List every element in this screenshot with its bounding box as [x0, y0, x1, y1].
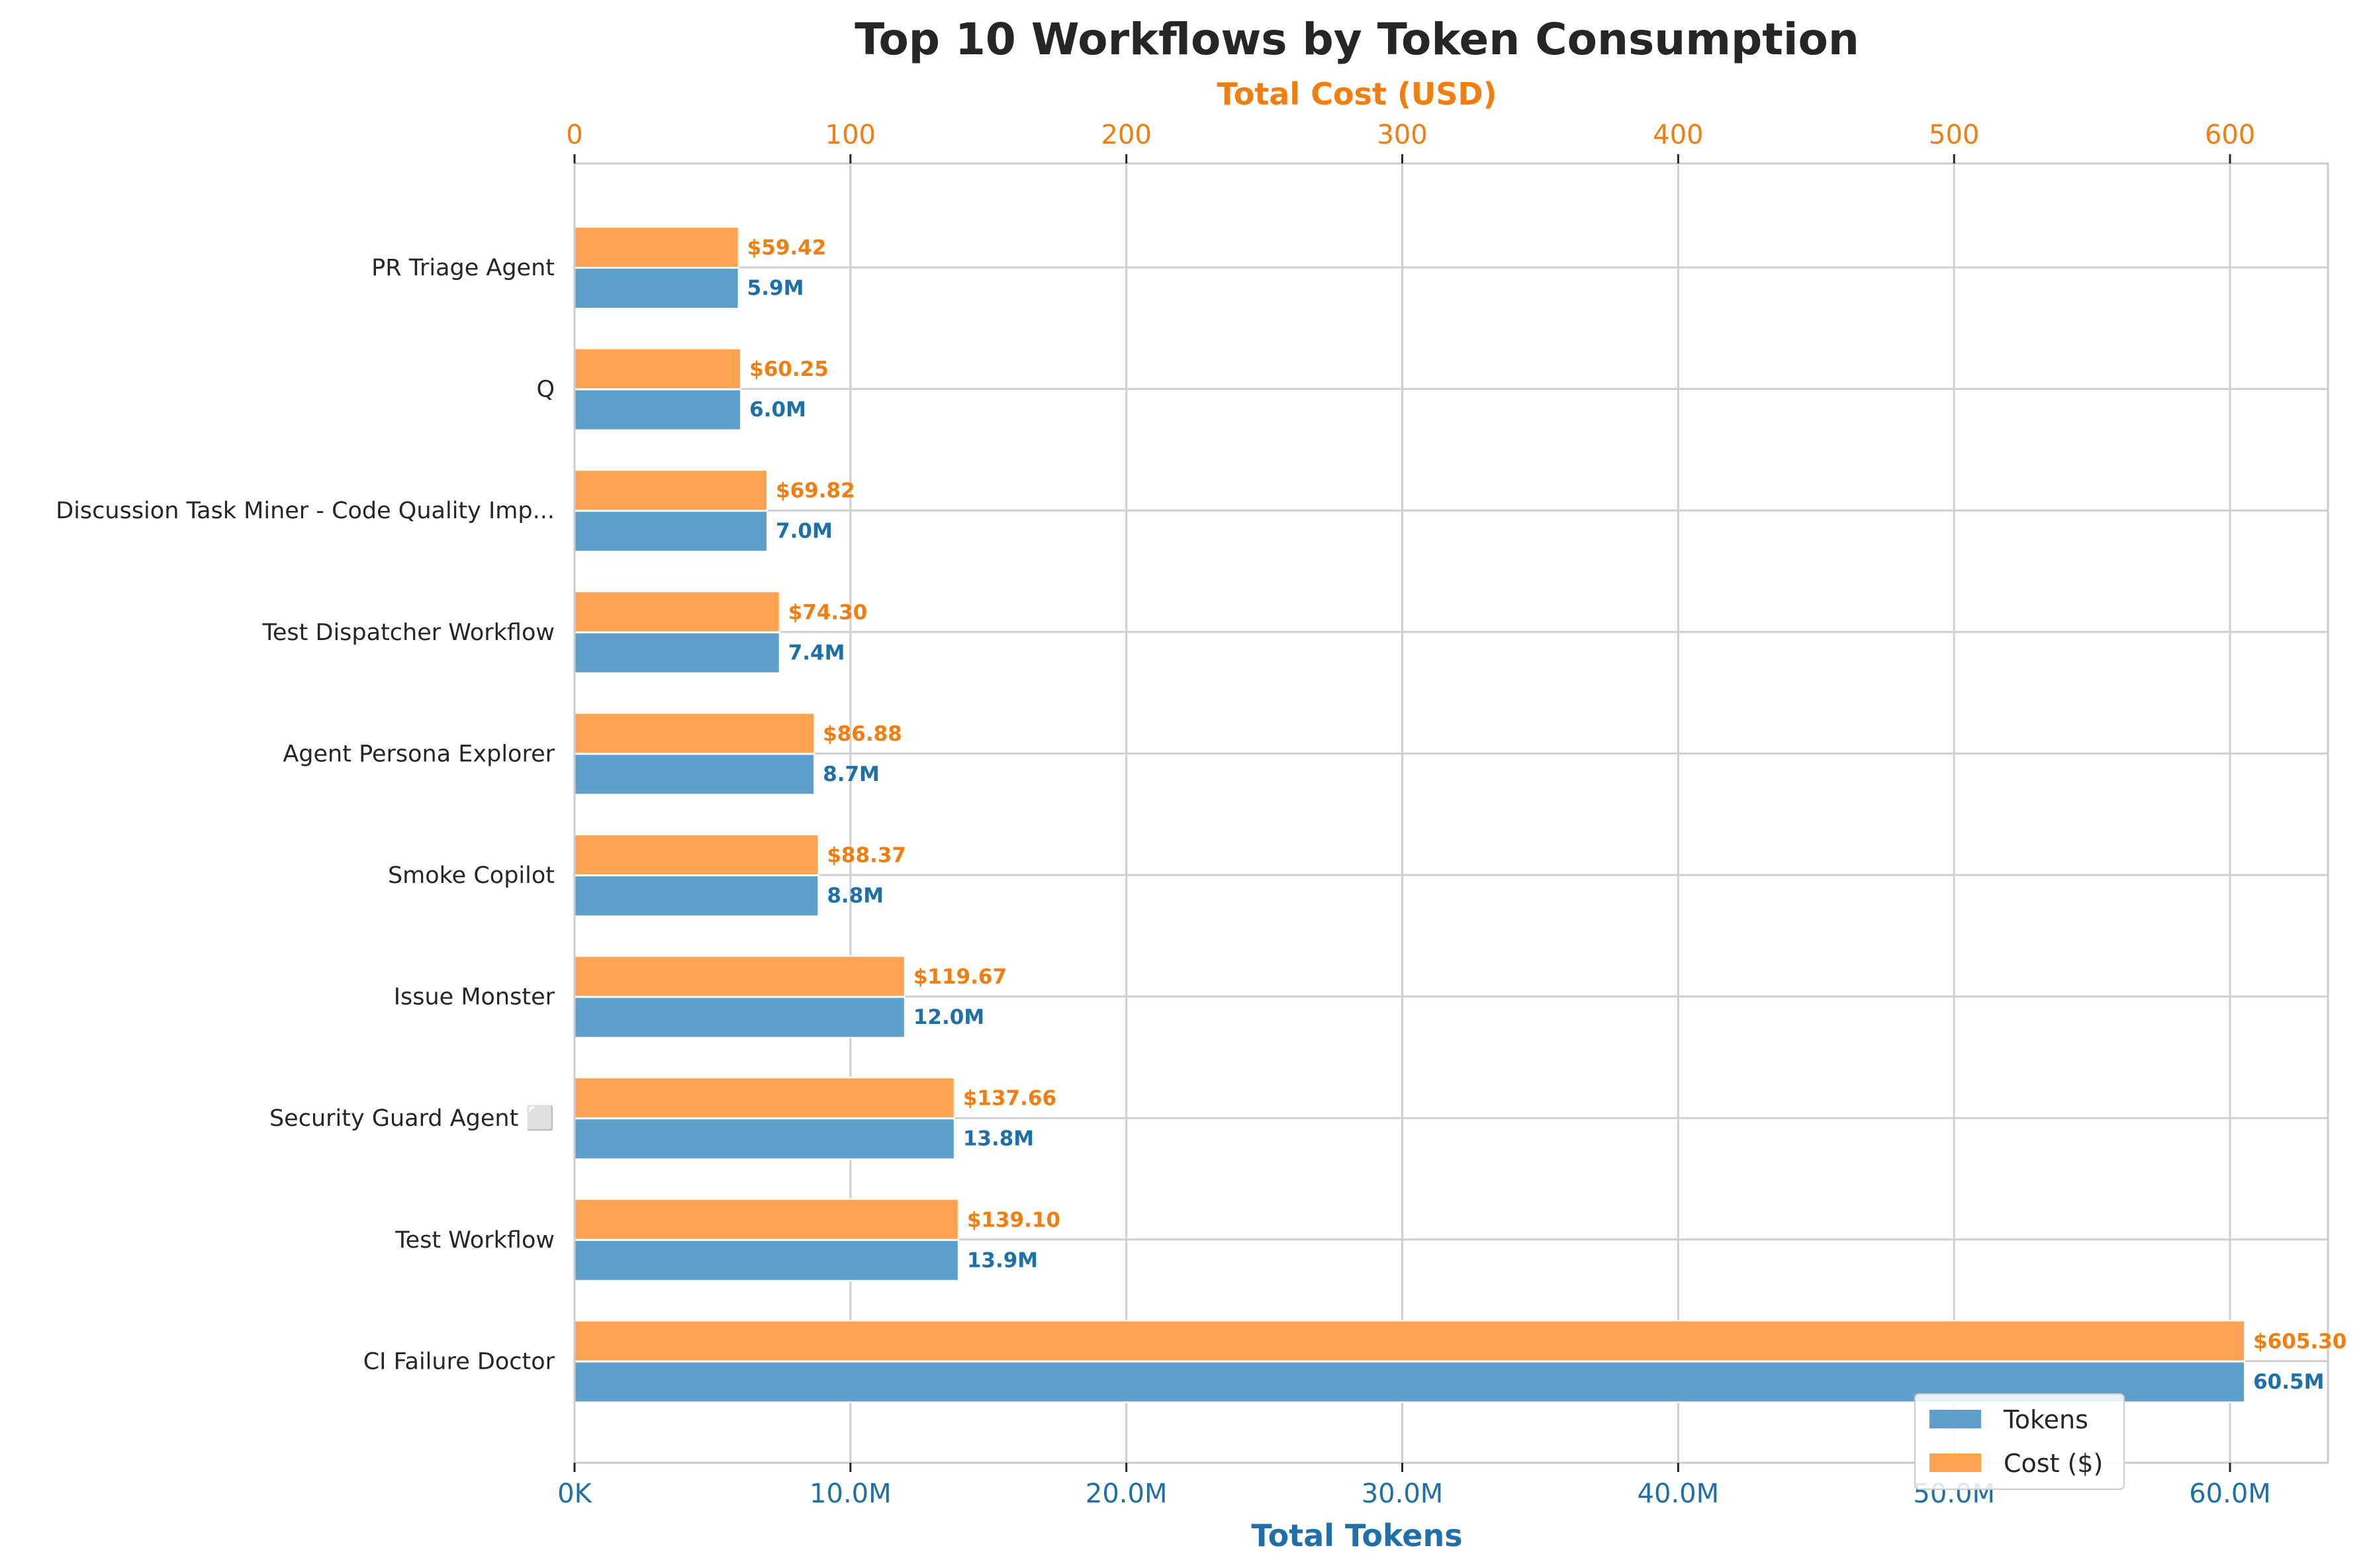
value-labels: $59.42 5.9M $60.25 6.0M $69.82 7.0M $74.30 7.4M…: [747, 236, 2347, 1394]
token-value-label-3: 7.4M: [788, 641, 845, 665]
cost-bar-9: [574, 1320, 2246, 1362]
plot-frame: [573, 162, 2329, 1464]
x2-tick-label-0: 0: [566, 120, 582, 150]
cost-bar-2: [574, 469, 768, 512]
category-label-9: CI Failure Doctor: [363, 1348, 555, 1375]
cost-value-label-6: $119.67: [913, 965, 1007, 989]
x-tick-label-1: 10.0M: [810, 1479, 892, 1509]
cost-value-label-7: $137.66: [963, 1087, 1056, 1111]
token-value-label-2: 7.0M: [776, 520, 833, 543]
category-label-2: Discussion Task Miner - Code Quality Imp…: [56, 498, 555, 524]
x2-tick-label-6: 600: [2205, 120, 2255, 150]
token-bar-8: [574, 1239, 959, 1281]
token-value-label-8: 13.9M: [967, 1248, 1038, 1272]
category-label-1: Q: [536, 377, 555, 403]
cost-bar-4: [574, 712, 815, 755]
x2-tick-label-5: 500: [1929, 120, 1979, 150]
x2-tick-label-2: 200: [1101, 120, 1151, 150]
legend-swatch-cost: [1929, 1453, 1981, 1472]
token-value-label-5: 8.8M: [827, 884, 884, 908]
x-tick-label-6: 60.0M: [2189, 1479, 2271, 1509]
category-labels: PR Triage Agent Q Discussion Task Miner - …: [56, 255, 555, 1375]
x-tick-label-4: 40.0M: [1638, 1479, 1720, 1509]
cost-bar-8: [574, 1198, 959, 1240]
category-label-4: Agent Persona Explorer: [283, 741, 555, 767]
token-bar-1: [574, 389, 742, 431]
x2-tick-label-3: 300: [1377, 120, 1427, 150]
bars: [574, 226, 2246, 1403]
token-bar-6: [574, 996, 905, 1038]
legend-label-cost: Cost ($): [2004, 1449, 2103, 1478]
cost-bar-1: [574, 347, 742, 390]
category-label-0: PR Triage Agent: [371, 255, 555, 281]
token-bar-0: [574, 267, 739, 309]
cost-value-label-3: $74.30: [788, 600, 868, 624]
category-label-7: Security Guard Agent ⬜: [269, 1105, 555, 1132]
x2-tick-label-1: 100: [825, 120, 876, 150]
legend-swatch-tokens: [1929, 1410, 1981, 1428]
token-value-label-4: 8.7M: [823, 762, 880, 786]
x-tick-label-2: 20.0M: [1086, 1479, 1168, 1509]
token-bar-4: [574, 753, 815, 796]
token-bar-5: [574, 875, 819, 917]
cost-value-label-8: $139.10: [967, 1208, 1060, 1232]
cost-bar-5: [574, 834, 819, 876]
token-bar-3: [574, 631, 780, 674]
cost-bar-0: [574, 226, 739, 268]
cost-bar-6: [574, 955, 905, 997]
axis-ticks: 0K 10.0M 20.0M 30.0M 40.0M 50.0M 60.0M0 100 200 3…: [557, 120, 2271, 1509]
x-tick-label-0: 0K: [557, 1479, 592, 1509]
token-bar-7: [574, 1118, 955, 1160]
cost-value-label-9: $605.30: [2253, 1330, 2346, 1354]
category-label-3: Test Dispatcher Workflow: [261, 620, 555, 646]
chart-title: Top 10 Workflows by Token Consumption: [855, 14, 1859, 65]
cost-value-label-0: $59.42: [747, 236, 827, 260]
token-value-label-7: 13.8M: [963, 1127, 1034, 1151]
cost-bar-3: [574, 590, 780, 633]
cost-value-label-5: $88.37: [827, 844, 906, 868]
cost-value-label-1: $60.25: [749, 357, 829, 381]
token-bar-2: [574, 510, 768, 553]
token-value-label-9: 60.5M: [2253, 1370, 2324, 1394]
legend: Tokens Cost ($): [1914, 1393, 2125, 1490]
category-label-5: Smoke Copilot: [388, 862, 555, 889]
cost-value-label-4: $86.88: [823, 722, 902, 746]
x-tick-label-3: 30.0M: [1362, 1479, 1444, 1509]
token-value-label-1: 6.0M: [749, 398, 806, 422]
cost-bar-7: [574, 1077, 955, 1119]
x2-tick-label-4: 400: [1653, 120, 1703, 150]
token-value-label-6: 12.0M: [913, 1005, 984, 1029]
bottom-axis-title: Total Tokens: [1251, 1518, 1462, 1553]
category-label-8: Test Workflow: [394, 1227, 555, 1254]
legend-label-tokens: Tokens: [2003, 1405, 2088, 1434]
category-label-6: Issue Monster: [394, 984, 555, 1011]
token-value-label-0: 5.9M: [747, 277, 804, 300]
top-axis-title: Total Cost (USD): [1217, 76, 1497, 112]
cost-value-label-2: $69.82: [776, 479, 855, 503]
